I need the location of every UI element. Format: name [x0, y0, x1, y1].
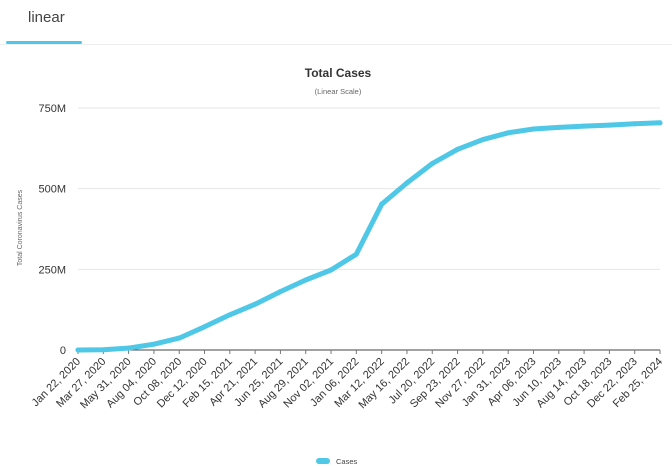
y-axis-label: Total Coronavirus Cases — [17, 189, 24, 266]
legend-swatch-cases — [316, 458, 330, 464]
series-layer — [75, 120, 663, 353]
data-point — [455, 146, 461, 152]
data-point — [606, 122, 612, 128]
data-point — [581, 123, 587, 129]
data-point — [277, 289, 283, 295]
data-point — [530, 126, 536, 132]
data-point — [328, 267, 334, 273]
chart-title: Total Cases — [305, 66, 372, 80]
y-tick-label: 0 — [60, 345, 66, 357]
legend-label-cases: Cases — [336, 457, 358, 466]
tab-linear[interactable]: linear — [6, 0, 82, 44]
data-point — [202, 324, 208, 330]
data-point — [379, 201, 385, 207]
y-tick-label: 750M — [38, 103, 66, 115]
data-point — [126, 345, 132, 351]
data-point — [227, 312, 233, 318]
data-point — [429, 160, 435, 166]
data-point — [75, 347, 81, 353]
series-line-cases — [75, 120, 663, 353]
data-point — [252, 301, 258, 307]
y-tick-label: 250M — [38, 264, 66, 276]
data-point — [100, 347, 106, 353]
data-point — [404, 180, 410, 186]
data-point — [176, 335, 182, 341]
chart-subtitle: (Linear Scale) — [315, 87, 362, 96]
tab-bar: linear — [0, 0, 672, 45]
active-tab-indicator — [6, 41, 82, 44]
legend[interactable]: Cases — [316, 457, 358, 466]
data-point — [632, 121, 638, 127]
data-point — [353, 251, 359, 257]
y-axis: 0 250M 500M 750M — [38, 103, 66, 357]
data-point — [480, 137, 486, 143]
data-point — [657, 120, 663, 126]
data-point — [505, 130, 511, 136]
y-tick-label: 500M — [38, 184, 66, 196]
data-point — [556, 124, 562, 130]
data-point — [303, 277, 309, 283]
data-point — [151, 341, 157, 347]
grid-lines — [78, 107, 660, 351]
tab-linear-label: linear — [28, 9, 65, 26]
